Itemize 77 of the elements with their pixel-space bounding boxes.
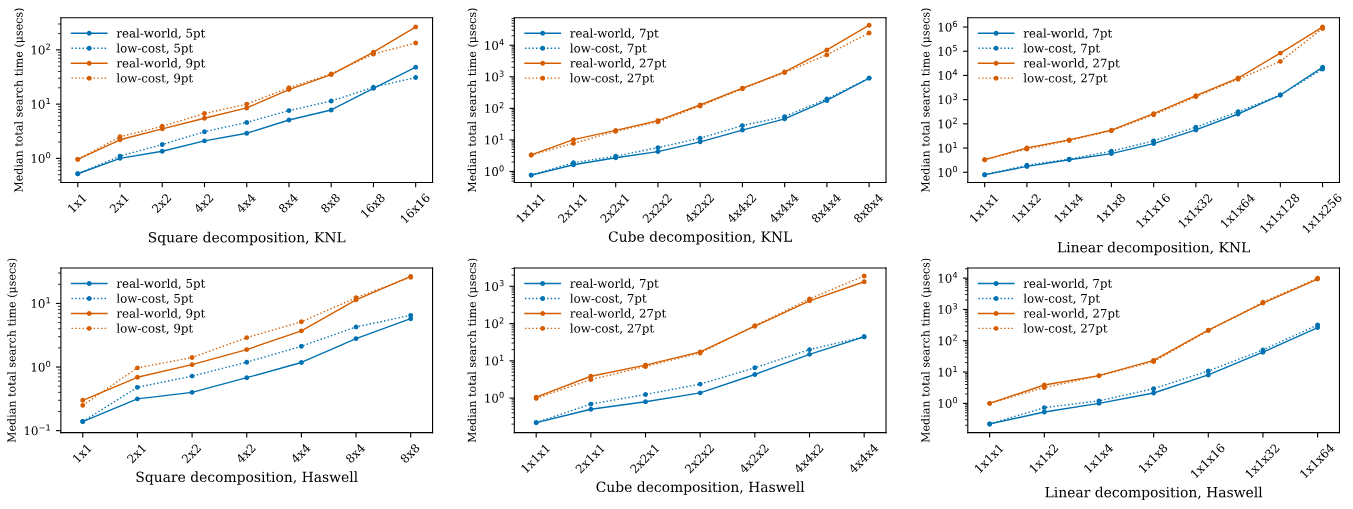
y-tick-label: 10$^{1}$ [938, 141, 957, 153]
y-tick-label: 10$^{−1}$ [24, 424, 50, 436]
legend-label: real-world, 9pt [116, 308, 206, 321]
legend-label: low-cost, 7pt [570, 293, 647, 306]
y-axis-title: Median total search time (μsecs) [467, 258, 479, 443]
x-tick-label: 1x1 [67, 193, 87, 213]
x-tick-label: 1x1 [72, 443, 92, 464]
x-axis-title: Linear decomposition, Haswell [1045, 486, 1263, 501]
x-axis-title: Square decomposition, KNL [148, 231, 346, 246]
y-tick-label: 10$^{3}$ [938, 93, 958, 105]
y-axis-title: Median total search time (μsecs) [920, 258, 932, 443]
legend-label: low-cost, 7pt [1023, 293, 1100, 306]
x-axis-title: Cube decomposition, Haswell [596, 481, 805, 495]
y-tick-label: 10$^{0}$ [938, 166, 958, 177]
y-axis-title: Median total search time (μsecs) [467, 8, 479, 193]
y-tick-label: 10$^{0}$ [485, 391, 504, 403]
legend-label: low-cost, 7pt [570, 43, 647, 55]
y-tick-label: 10$^{1}$ [31, 97, 51, 109]
y-tick-label: 10$^{0}$ [485, 165, 504, 177]
y-tick-label: 10$^{0}$ [938, 397, 958, 408]
x-tick-label: 4x4 [290, 442, 311, 464]
x-tick-label: 2x1 [109, 193, 129, 214]
y-tick-label: 10$^{4}$ [938, 69, 958, 80]
y-tick-label: 10$^{5}$ [938, 45, 957, 56]
x-axis-title: Cube decomposition, KNL [608, 231, 792, 245]
y-tick-label: 10$^{0}$ [31, 152, 51, 163]
legend-label: real-world, 7pt [1023, 278, 1113, 291]
y-tick-label: 10$^{1}$ [938, 365, 957, 377]
legend-label: low-cost, 27pt [1023, 323, 1108, 335]
y-tick-label: 10$^{2}$ [485, 317, 504, 329]
legend-label: low-cost, 9pt [116, 323, 194, 335]
legend-label: real-world, 5pt [116, 278, 206, 291]
x-axis-title: Linear decomposition, KNL [1057, 241, 1250, 256]
legend-label: real-world, 27pt [1023, 308, 1120, 321]
y-tick-label: 10$^{3}$ [485, 70, 504, 82]
y-axis-title: Median total search time (μsecs) [920, 8, 932, 193]
legend-label: low-cost, 5pt [116, 43, 194, 55]
y-tick-label: 10$^{1}$ [485, 354, 504, 366]
legend-label: low-cost, 9pt [116, 73, 194, 85]
x-tick-label: 8x4 [277, 192, 299, 214]
legend-label: low-cost, 5pt [116, 293, 194, 306]
legend-label: real-world, 5pt [116, 28, 206, 40]
y-tick-label: 10$^{2}$ [31, 43, 50, 55]
legend-label: real-world, 7pt [570, 28, 659, 40]
x-tick-label: 8x4 [345, 442, 366, 464]
legend-label: real-world, 7pt [570, 278, 659, 291]
legend-label: real-world, 7pt [1023, 28, 1113, 40]
y-tick-label: 10$^{1}$ [485, 133, 504, 145]
legend-label: low-cost, 27pt [570, 73, 655, 85]
x-tick-label: 2x2 [151, 193, 172, 214]
y-tick-label: 10$^{0}$ [31, 360, 51, 372]
legend-label: low-cost, 27pt [1023, 73, 1108, 85]
legend-label: real-world, 9pt [116, 58, 206, 70]
y-tick-label: 10$^{4}$ [485, 39, 504, 50]
y-tick-label: 10$^{1}$ [31, 297, 51, 308]
y-tick-label: 10$^{2}$ [938, 117, 957, 129]
y-tick-label: 10$^{4}$ [938, 271, 958, 283]
x-tick-label: 2x2 [181, 443, 202, 464]
y-tick-label: 10$^{3}$ [485, 280, 504, 291]
x-tick-label: 4x2 [193, 193, 214, 214]
x-tick-label: 8x8 [399, 443, 421, 464]
x-tick-label: 2x1 [126, 443, 147, 464]
legend-label: low-cost, 7pt [1023, 43, 1100, 55]
x-tick-label: 4x4 [235, 192, 257, 214]
x-tick-label: 8x8 [320, 192, 341, 214]
x-tick-label: 4x2 [235, 443, 256, 464]
legend-label: real-world, 27pt [570, 308, 667, 321]
legend-label: real-world, 27pt [570, 58, 667, 70]
legend-label: real-world, 27pt [1023, 58, 1120, 70]
y-tick-label: 10$^{2}$ [485, 102, 504, 113]
y-axis-title: Median total search time (μsecs) [7, 258, 18, 443]
y-tick-label: 10$^{3}$ [938, 303, 958, 314]
y-tick-label: 10$^{6}$ [938, 20, 958, 32]
legend-label: low-cost, 27pt [570, 323, 655, 335]
y-axis-title: Median total search time (μsecs) [14, 8, 25, 193]
x-axis-title: Square decomposition, Haswell [136, 471, 358, 485]
y-tick-label: 10$^{2}$ [938, 334, 957, 346]
